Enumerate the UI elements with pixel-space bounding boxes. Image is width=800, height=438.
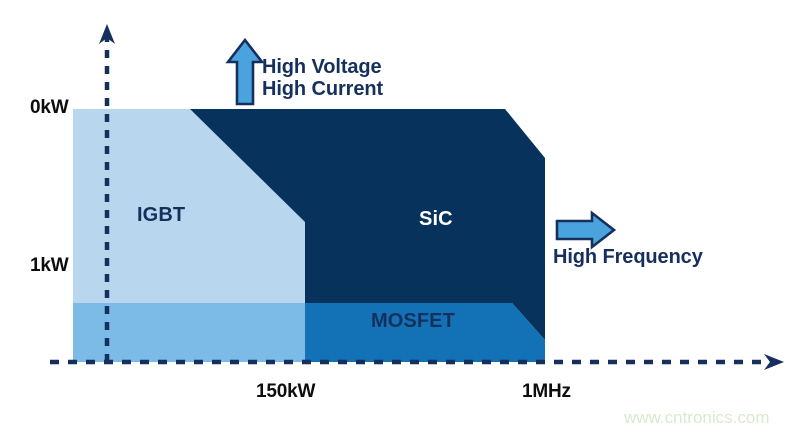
x-tick-label-1mhz: 1MHz [522,381,571,402]
y-axis-arrowhead-icon [99,24,115,44]
region-sic-shape [190,109,545,340]
callout-high-frequency: High Frequency [553,246,703,268]
callout-line-high-current: High Current [262,78,384,101]
region-mosfet-left-shape [73,303,305,362]
arrow-right-icon [555,210,617,250]
region-label-igbt: IGBT [137,204,186,226]
region-igbt-shape [73,109,305,303]
x-tick-label-150kw: 150kW [256,381,316,402]
callout-line-high-frequency: High Frequency [553,246,703,268]
region-label-mosfet: MOSFET [371,310,455,332]
y-tick-label-1kw: 1kW [30,255,69,276]
site-watermark: www.cntronics.com [624,408,770,427]
arrow-up-icon [225,37,265,106]
region-label-sic: SiC [419,208,453,230]
callout-line-high-voltage: High Voltage [262,56,382,78]
region-mosfet-right-shape [305,303,545,362]
x-axis-arrowhead-icon [764,354,784,370]
callout-high-voltage-current: High Voltage High Current [262,56,383,101]
y-tick-label-0kw: 0kW [30,97,69,118]
